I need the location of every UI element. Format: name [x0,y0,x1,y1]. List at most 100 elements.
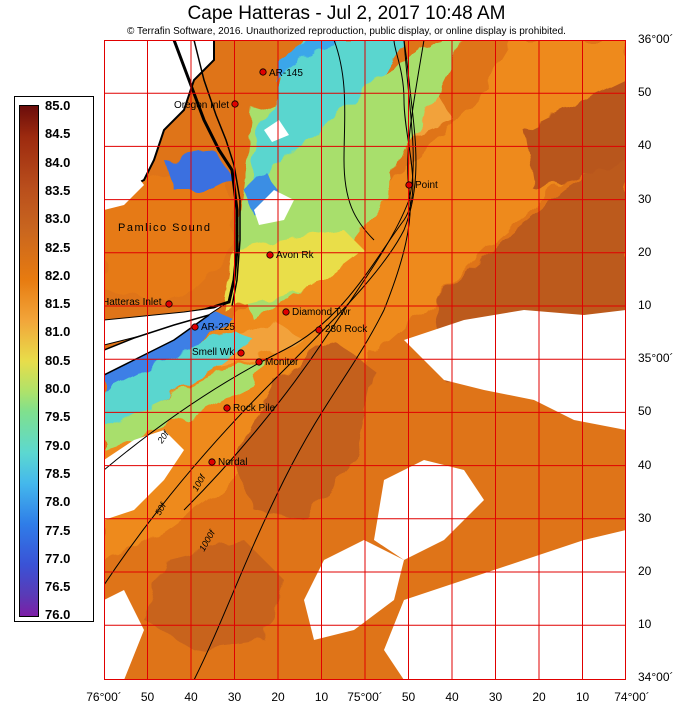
contour-1000f [193,40,425,680]
cloud-patches [104,120,626,680]
svg-text:AR-225: AR-225 [201,322,235,333]
longitude-label: 10 [575,690,590,704]
marker-ar-145[interactable]: AR-145 [259,68,304,79]
latitude-label: 30 [638,510,652,525]
legend-tick-label: 76.5 [45,579,71,595]
svg-text:Nordal: Nordal [218,457,247,468]
marker-dot-icon [315,326,323,334]
marker-rock-pile[interactable]: Rock Pile [223,403,276,414]
legend-tick-label: 80.5 [45,352,71,368]
contour-ridge [333,40,375,241]
temperature-legend: 85.0 84.5 84.0 83.5 83.0 82.5 82.0 81.5 81.0 80.5… [14,96,94,622]
marker-monitor[interactable]: Monitor [255,357,299,368]
svg-text:Avon Rk: Avon Rk [276,250,315,261]
ocean-cyan-band [104,330,254,430]
svg-text:280 Rock: 280 Rock [325,324,368,335]
hatteras-island [104,301,229,346]
legend-tick-label: 81.0 [45,324,71,340]
longitude-label: 40 [184,690,198,704]
latitude-label: 50 [638,404,652,419]
marker-oregon-inlet[interactable]: Oregon Inlet [174,100,239,111]
pamlico-sound-label: Pamlico Sound [118,222,212,234]
pamlico-sound-water [104,165,234,300]
longitude-label: 76°00´ [86,690,122,704]
pamlico-sound-blue [164,150,234,190]
latitude-label: 30 [638,191,652,206]
legend-tick-label: 79.5 [45,409,71,425]
latitude-label: 35°00´ [638,351,674,366]
svg-text:Smell Wk: Smell Wk [192,347,235,358]
legend-tick-label: 76.0 [45,607,71,623]
legend-tick-label: 80.0 [45,381,71,396]
legend-tick-label: 77.5 [45,522,71,538]
longitude-label: 10 [314,690,329,704]
legend-tick-label: 83.5 [45,182,71,198]
temperature-color-bar [19,105,39,617]
marker-dot-icon [255,358,263,366]
mainland-north [104,40,144,210]
longitude-label: 74°00´ [614,690,650,704]
marker-dot-icon [266,251,274,259]
latitude-label: 20 [638,244,652,259]
ocean-green-band [104,360,264,450]
marker-dot-icon [259,68,267,76]
marker-dot-icon [282,308,290,316]
legend-tick-label: 78.0 [45,494,71,510]
marker-dot-icon [223,404,231,412]
fishing-spots: AR-145 Oregon Inlet Point Avon Rk Hatter… [104,68,438,468]
lat-lon-grid [104,40,626,680]
legend-tick-label: 81.5 [45,296,71,312]
marker-diamond-twr[interactable]: Diamond Twr [282,307,352,318]
longitude-label: 40 [445,690,459,704]
latitude-label: 10 [638,617,652,632]
longitude-label: 20 [532,690,546,704]
map-title: Cape Hatteras - Jul 2, 2017 10:48 AM [187,3,506,24]
legend-tick-label: 78.5 [45,465,71,481]
latitude-label: 40 [638,457,652,472]
ocean-blue-water [274,40,344,80]
contour-50f [104,40,417,586]
longitude-label: 75°00´ [347,690,383,704]
svg-text:Rock Pile: Rock Pile [233,403,276,414]
svg-text:Hatteras Inlet: Hatteras Inlet [104,297,162,308]
marker-dot-icon [208,458,216,466]
legend-tick-label: 82.0 [45,267,71,283]
svg-text:Diamond Twr: Diamond Twr [292,307,351,318]
svg-text:AR-145: AR-145 [269,68,303,79]
latitude-label: 34°00´ [638,670,674,685]
legend-tick-label: 77.0 [45,550,71,566]
longitude-label: 30 [227,690,242,704]
legend-tick-label: 79.0 [45,437,71,453]
longitude-label: 50 [401,690,416,704]
latitude-label: 40 [638,138,652,153]
marker-dot-icon [165,300,173,308]
marker-dot-icon [237,349,245,357]
copyright-notice: © Terrafin Software, 2016. Unauthorized … [127,26,566,37]
marker-dot-icon [405,181,413,189]
legend-tick-label: 83.0 [45,211,71,227]
longitude-label: 20 [271,690,285,704]
longitude-label: 50 [140,690,155,704]
sst-map-canvas: Pamlico Sound 20f 50f 100f 1000f AR-145 … [104,40,626,680]
legend-tick-label: 85.0 [45,98,71,113]
marker-avon-rk[interactable]: Avon Rk [266,250,315,261]
marker-nordal[interactable]: Nordal [208,457,248,468]
marker-280-rock[interactable]: 280 Rock [315,324,368,335]
latitude-label: 36°00´ [638,32,674,46]
latitude-label: 50 [638,85,652,100]
marker-ar-225[interactable]: AR-225 [191,322,236,333]
ocean-dark-zone [524,80,626,190]
legend-tick-label: 82.5 [45,239,71,255]
marker-hatteras-inlet[interactable]: Hatteras Inlet [104,297,173,308]
ocean-yellow-water [224,230,364,310]
sst-map[interactable]: Pamlico Sound 20f 50f 100f 1000f AR-145 … [104,40,626,680]
marker-dot-icon [231,100,239,108]
marker-smell-wk[interactable]: Smell Wk [192,347,245,358]
longitude-label: 30 [488,690,503,704]
latitude-label: 20 [638,564,652,578]
ocean-cyan-water [254,40,404,180]
svg-text:Oregon Inlet: Oregon Inlet [174,100,229,111]
svg-text:Point: Point [415,180,438,191]
marker-point[interactable]: Point [405,180,438,191]
legend-tick-label: 84.5 [45,126,71,142]
